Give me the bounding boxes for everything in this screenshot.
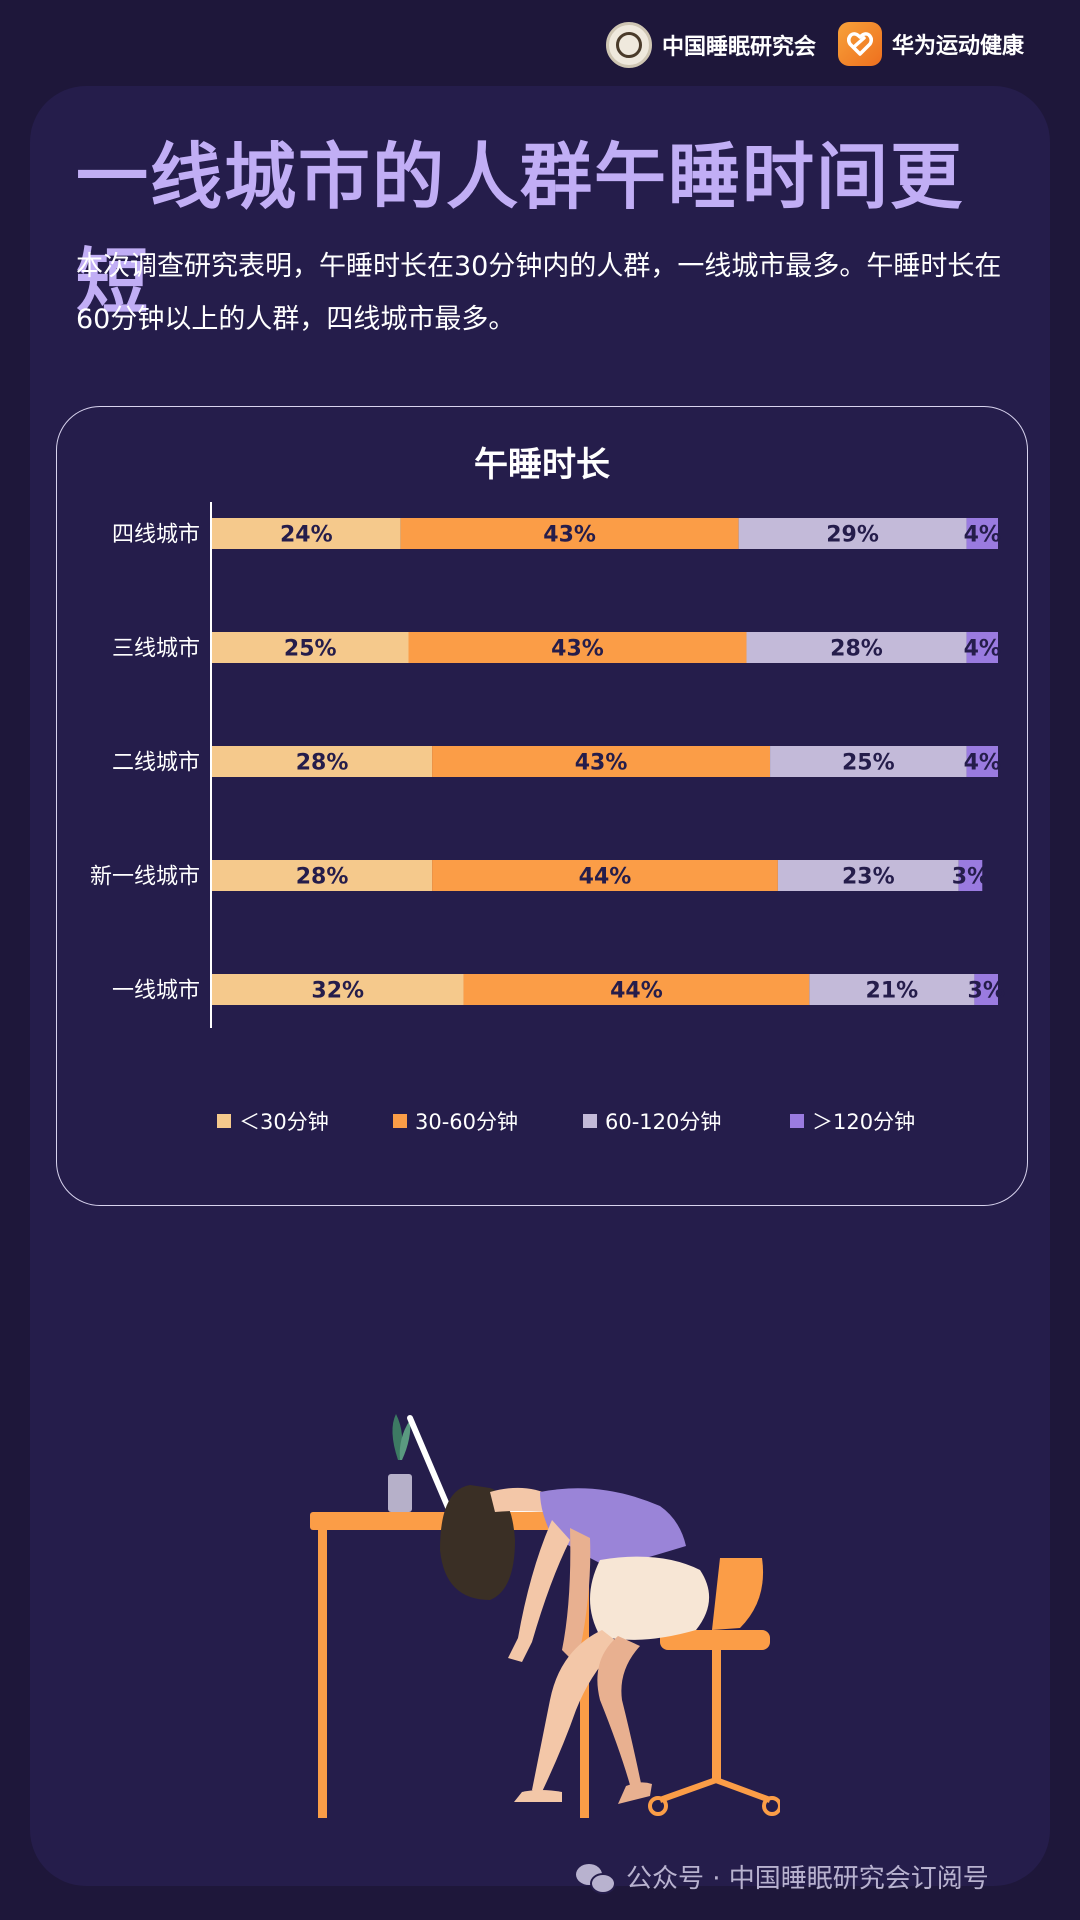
chart-container: 午睡时长 xyxy=(56,406,1028,1206)
footer-text: 公众号 · 中国睡眠研究会订阅号 xyxy=(626,1864,989,1894)
bar-segment xyxy=(738,518,967,549)
vase-icon xyxy=(388,1474,412,1512)
bar-segment xyxy=(408,632,747,663)
data-label: 28% xyxy=(296,865,349,890)
bar-segment xyxy=(400,518,739,549)
org-cssr-name: 中国睡眠研究会 xyxy=(662,35,817,60)
legend-label: ＜30分钟 xyxy=(239,1110,329,1134)
bar-segment xyxy=(212,632,409,663)
data-label: 23% xyxy=(842,865,895,890)
data-label: 4% xyxy=(964,751,1001,776)
top-bar: 中国睡眠研究会 华为运动健康 xyxy=(0,0,1080,84)
bar-segment xyxy=(809,974,975,1005)
footer-source: 公众号 · 中国睡眠研究会订阅号 xyxy=(576,1858,989,1895)
bar-segment xyxy=(746,632,967,663)
data-label: 28% xyxy=(830,637,883,662)
huawei-health-icon xyxy=(838,22,882,66)
legend-swatch xyxy=(583,1114,597,1128)
data-label: 4% xyxy=(964,637,1001,662)
legend-item-30-60: 30-60分钟 xyxy=(393,1106,518,1136)
person-hair xyxy=(440,1485,515,1600)
bar-segment xyxy=(958,860,983,891)
data-label: 25% xyxy=(842,751,895,776)
chart-title: 午睡时长 xyxy=(474,445,610,485)
bar-segment xyxy=(432,746,771,777)
data-label: 43% xyxy=(543,523,596,548)
legend-label: 60-120分钟 xyxy=(605,1110,722,1134)
data-label: 4% xyxy=(964,523,1001,548)
bar-segment xyxy=(212,860,433,891)
bar-segment xyxy=(966,518,998,549)
wechat-icon xyxy=(576,1862,616,1894)
bar-segment xyxy=(777,860,959,891)
legend-item-gt120: ＞120分钟 xyxy=(790,1106,915,1136)
y-tick-label: 新一线城市 xyxy=(90,865,200,890)
stacked-bar-chart: 四线城市 24% 43% 29% 4% 三线城市 25% 43% 28% 4% 二线城市 28% 43%… xyxy=(89,502,1005,1028)
data-label: 32% xyxy=(311,979,364,1004)
seal-icon xyxy=(606,22,652,68)
data-label: 3% xyxy=(952,865,989,890)
bar-segment xyxy=(770,746,967,777)
bar-segment xyxy=(212,746,433,777)
bar-segment xyxy=(463,974,810,1005)
bar-segment xyxy=(212,974,464,1005)
data-label: 3% xyxy=(968,979,1005,1004)
description-text: 本次调查研究表明，午睡时长在30分钟内的人群，一线城市最多。午睡时长在60分钟以… xyxy=(76,251,1002,335)
data-label: 28% xyxy=(296,751,349,776)
y-tick-label: 一线城市 xyxy=(112,979,200,1004)
data-label: 44% xyxy=(579,865,632,890)
data-label: 44% xyxy=(610,979,663,1004)
legend-swatch xyxy=(393,1114,407,1128)
legend-swatch xyxy=(217,1114,231,1128)
y-tick-label: 三线城市 xyxy=(112,637,200,662)
data-label: 21% xyxy=(866,979,919,1004)
data-label: 25% xyxy=(284,637,337,662)
org-huawei-name: 华为运动健康 xyxy=(892,34,1025,59)
chair-icon xyxy=(712,1558,764,1630)
legend-label: ＞120分钟 xyxy=(812,1110,916,1134)
legend-label: 30-60分钟 xyxy=(415,1110,519,1134)
data-label: 24% xyxy=(280,523,333,548)
bar-segment xyxy=(212,518,401,549)
bar-segment xyxy=(432,860,778,891)
legend-swatch xyxy=(790,1114,804,1128)
person-shorts xyxy=(590,1556,710,1640)
bar-segment xyxy=(974,974,998,1005)
y-tick-label: 四线城市 xyxy=(112,523,200,548)
chart-legend: ＜30分钟 30-60分钟 60-120分钟 ＞120分钟 xyxy=(0,1106,1080,1136)
data-label: 43% xyxy=(575,751,628,776)
page-title: 一线城市的人群午睡时间更短 xyxy=(76,135,965,324)
org-huawei: 华为运动健康 xyxy=(838,22,1024,66)
data-label: 43% xyxy=(551,637,604,662)
legend-item-lt30: ＜30分钟 xyxy=(217,1106,329,1136)
bar-segment xyxy=(966,746,998,777)
org-cssr: 中国睡眠研究会 xyxy=(606,22,816,68)
laptop-icon xyxy=(407,1415,453,1515)
y-tick-label: 二线城市 xyxy=(112,751,200,776)
napping-person-illustration xyxy=(310,1414,780,1818)
legend-item-60-120: 60-120分钟 xyxy=(583,1106,721,1136)
data-label: 29% xyxy=(826,523,879,548)
bar-segment xyxy=(966,632,998,663)
plant-icon xyxy=(392,1414,403,1460)
